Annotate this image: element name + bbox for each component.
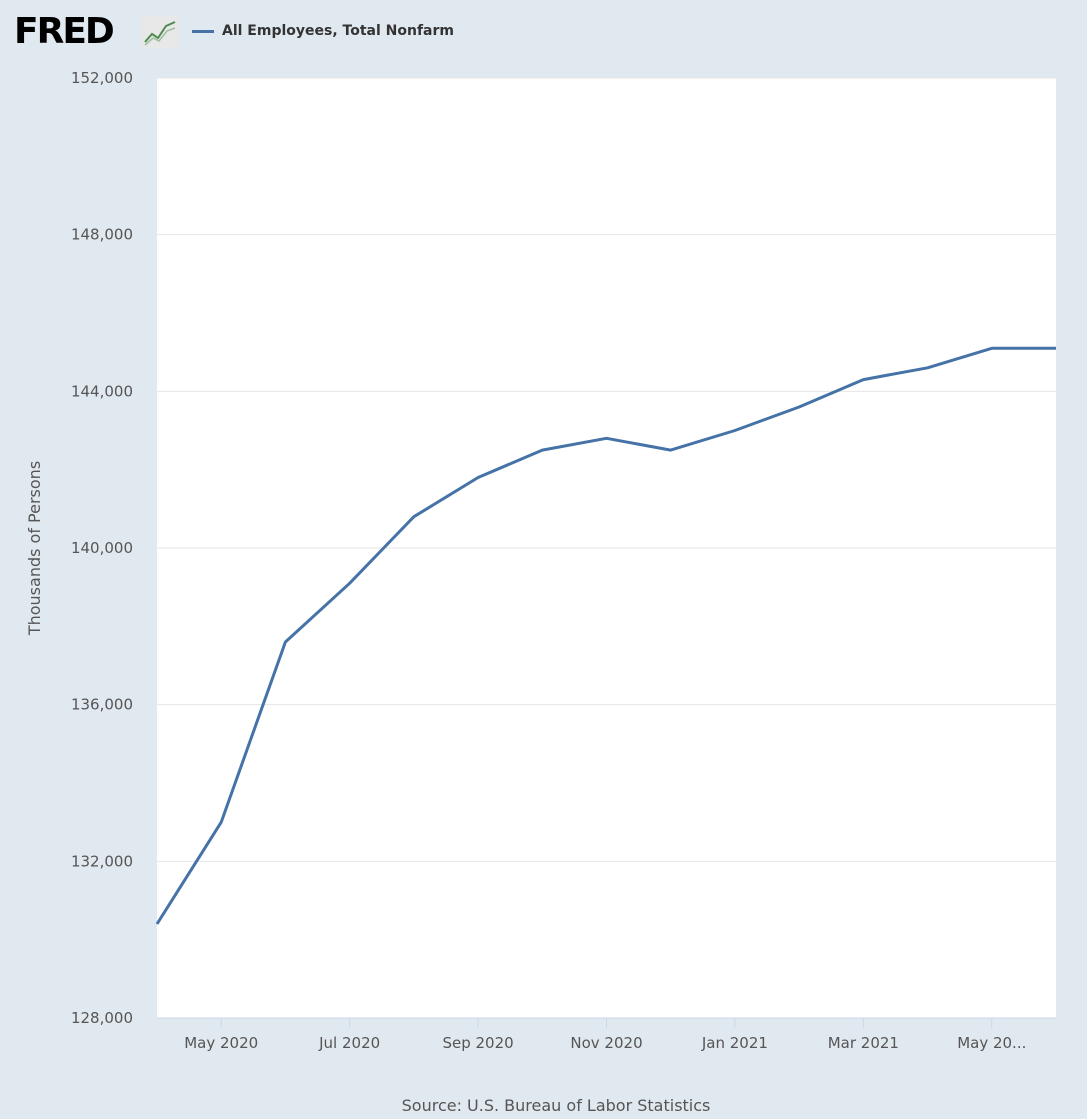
x-tick-label: Mar 2021 [828, 1034, 899, 1052]
x-tick-label: May 20... [957, 1034, 1026, 1052]
y-tick-label: 132,000 [71, 852, 133, 870]
source-note: Source: U.S. Bureau of Labor Statistics [401, 1096, 711, 1115]
x-tick-label: Jul 2020 [318, 1034, 380, 1052]
x-tick-label: Nov 2020 [570, 1034, 642, 1052]
fred-logo[interactable]: FRED [14, 11, 115, 52]
x-tick-label: Sep 2020 [442, 1034, 513, 1052]
y-tick-label: 144,000 [71, 382, 133, 400]
y-axis: 128,000 132,000 136,000 140,000 144,000 148,0… [71, 69, 133, 1027]
line-chart: 128,000 132,000 136,000 140,000 144,000 148,0… [25, 69, 1056, 1052]
legend[interactable]: All Employees, Total Nonfarm [192, 20, 454, 42]
y-tick-label: 136,000 [71, 696, 133, 714]
y-tick-label: 148,000 [71, 226, 133, 244]
y-tick-label: 140,000 [71, 539, 133, 557]
y-tick-label: 152,000 [71, 69, 133, 87]
series-line[interactable] [155, 346, 1056, 925]
grid-lines [157, 77, 1056, 862]
fred-chart-icon [142, 16, 178, 48]
legend-swatch [192, 29, 214, 33]
legend-series-label: All Employees, Total Nonfarm [222, 23, 454, 39]
y-tick-label: 128,000 [71, 1009, 133, 1027]
x-tick-label: Jan 2021 [701, 1034, 768, 1052]
y-axis-label: Thousands of Persons [25, 461, 44, 636]
x-tick-label: May 2020 [184, 1034, 258, 1052]
series-layer [155, 346, 1056, 925]
chart-header: FRED All Employees, Total Nonfarm [0, 0, 1087, 70]
x-axis: May 2020 Jul 2020 Sep 2020 Nov 2020 Jan 2021… [157, 1017, 1056, 1052]
